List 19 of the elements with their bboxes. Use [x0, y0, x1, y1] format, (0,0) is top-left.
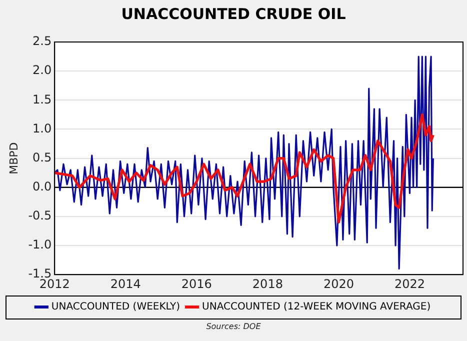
chart-title: UNACCOUNTED CRUDE OIL: [121, 4, 346, 23]
x-tick-label: 2012: [39, 276, 70, 291]
y-tick-label: -0.5: [28, 208, 52, 223]
legend-label: UNACCOUNTED (WEEKLY): [51, 302, 180, 313]
y-tick-label: -1.0: [28, 238, 52, 252]
legend-label: UNACCOUNTED (12-WEEK MOVING AVERAGE): [202, 302, 431, 313]
y-tick-label: 0.5: [32, 150, 52, 164]
x-tick-label: 2018: [252, 276, 283, 291]
y-tick-label: 0.0: [32, 180, 52, 194]
y-tick-label: 2.0: [32, 63, 52, 78]
x-tick-label: 2014: [110, 276, 141, 291]
x-tick-label: 2022: [394, 276, 426, 291]
y-tick-label: 1.0: [32, 121, 52, 136]
y-axis-title: MBPD: [7, 142, 20, 174]
x-tick-label: 2016: [181, 276, 212, 291]
y-tick-label: 2.5: [32, 34, 52, 48]
y-tick-label: 1.5: [32, 92, 52, 106]
source-note: Sources: DOE: [205, 322, 262, 331]
x-tick-label: 2020: [323, 276, 354, 291]
